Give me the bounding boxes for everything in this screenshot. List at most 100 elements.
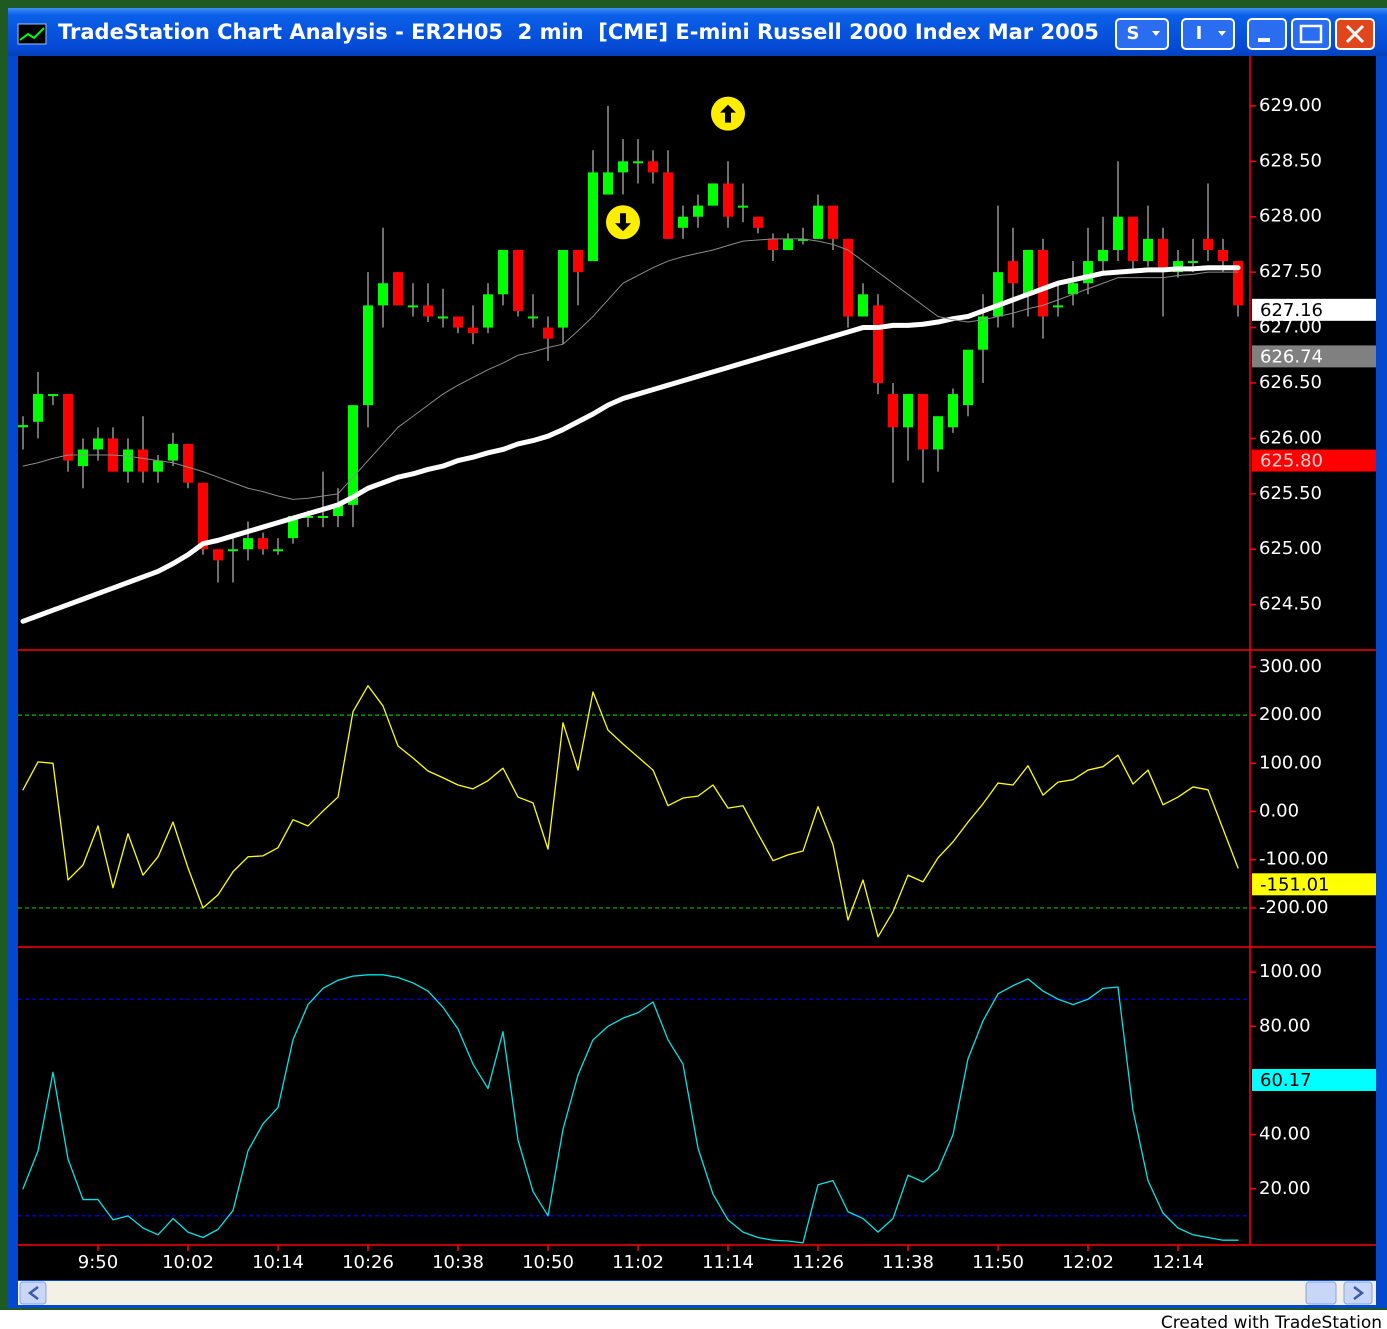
candle-body xyxy=(423,305,433,317)
y-tick-label: 40.00 xyxy=(1259,1124,1311,1145)
candle-body xyxy=(1143,238,1153,262)
candle-body xyxy=(963,349,973,406)
signal-arrow xyxy=(720,104,736,123)
candle-body xyxy=(1218,249,1228,262)
candle-body xyxy=(1203,238,1213,250)
candle-body xyxy=(843,238,853,317)
candle-body xyxy=(228,549,238,552)
indicator-line xyxy=(22,685,1239,938)
x-tick-label: 10:50 xyxy=(522,1252,574,1273)
candle-body xyxy=(783,238,793,250)
candle-body xyxy=(333,504,343,516)
candle-body xyxy=(903,394,913,428)
y-tick-label: 200.00 xyxy=(1259,704,1322,725)
y-tick-label: 300.00 xyxy=(1259,656,1322,677)
scroll-left[interactable] xyxy=(19,1281,47,1305)
y-tick-label: 627.50 xyxy=(1259,261,1322,282)
indicator-line xyxy=(22,974,1239,1244)
y-tick-label: 628.50 xyxy=(1259,150,1322,171)
candle-body xyxy=(933,416,943,450)
candle-body xyxy=(978,316,988,350)
scroll-left-arrow[interactable] xyxy=(27,1286,39,1300)
candle-body xyxy=(708,183,718,206)
candle-body xyxy=(543,327,553,339)
y-tick-label: 625.50 xyxy=(1259,483,1322,504)
y-tick-label: 626.50 xyxy=(1259,372,1322,393)
candle-body xyxy=(288,515,298,539)
minimize-bg[interactable] xyxy=(1247,18,1287,50)
y-tick-label: 100.00 xyxy=(1259,752,1322,773)
i-button[interactable]: I xyxy=(1181,18,1235,50)
x-tick-label: 12:14 xyxy=(1152,1252,1204,1273)
candle-body xyxy=(528,316,538,319)
candle-body xyxy=(213,549,223,561)
s-button[interactable]: S xyxy=(1115,18,1169,50)
candle-body xyxy=(753,216,763,228)
maximize-icon[interactable] xyxy=(1299,24,1323,44)
candle-body xyxy=(1113,216,1123,250)
candle-body xyxy=(1098,249,1108,262)
candle-body xyxy=(408,305,418,308)
y-tick-label: 100.00 xyxy=(1259,961,1322,982)
y-tick-label: -200.00 xyxy=(1259,897,1328,918)
candle-body xyxy=(393,272,403,306)
candle-body xyxy=(618,161,628,173)
minimize-icon[interactable] xyxy=(1258,38,1270,42)
y-tick-label: 80.00 xyxy=(1259,1015,1311,1036)
minimize-button[interactable] xyxy=(1247,18,1287,50)
candle-body xyxy=(693,205,703,217)
x-tick-label: 9:50 xyxy=(78,1252,118,1273)
candle-body xyxy=(573,249,583,273)
x-tick-label: 12:02 xyxy=(1062,1252,1114,1273)
candle-body xyxy=(993,272,1003,317)
x-tick-label: 10:14 xyxy=(252,1252,304,1273)
x-tick-label: 11:14 xyxy=(702,1252,754,1273)
value-marker xyxy=(1252,298,1376,321)
candle-body xyxy=(93,438,103,450)
candle-body xyxy=(513,249,523,311)
candle-body xyxy=(1188,261,1198,264)
candle-body xyxy=(78,449,88,467)
candle-body xyxy=(48,394,58,397)
scroll-right-arrow[interactable] xyxy=(1353,1286,1365,1300)
candle-body xyxy=(1008,261,1018,284)
close-icon[interactable] xyxy=(1345,24,1365,44)
y-tick-label: 625.00 xyxy=(1259,538,1322,559)
value-marker-label: 60.17 xyxy=(1260,1070,1312,1091)
candle-body xyxy=(558,249,568,328)
s-button-arrow[interactable] xyxy=(1152,31,1160,36)
scroll-right[interactable] xyxy=(1343,1281,1373,1305)
candle-body xyxy=(63,394,73,461)
s-button-bg[interactable] xyxy=(1115,18,1169,50)
candle-body xyxy=(153,460,163,472)
candle-body xyxy=(183,443,193,483)
value-marker xyxy=(1252,345,1376,368)
signal-down xyxy=(711,96,745,131)
scroll-thumb[interactable] xyxy=(1305,1281,1337,1305)
i-button-bg[interactable] xyxy=(1181,18,1235,50)
s-button-label[interactable]: S xyxy=(1127,23,1140,44)
x-tick-label: 11:02 xyxy=(612,1252,664,1273)
candle-body xyxy=(33,394,43,422)
value-marker-label: 626.74 xyxy=(1260,346,1323,367)
candle-body xyxy=(318,515,328,518)
candle-body xyxy=(1068,283,1078,295)
candle-body xyxy=(1038,249,1048,317)
candle-body xyxy=(603,172,613,195)
scrollbar[interactable] xyxy=(18,1281,1376,1305)
candle-body xyxy=(588,172,598,262)
i-button-label[interactable]: I xyxy=(1196,23,1203,44)
value-marker xyxy=(1252,1068,1376,1091)
candle-body xyxy=(273,549,283,552)
footer-text: Created with TradeStation xyxy=(1161,1313,1382,1329)
maximize-button[interactable] xyxy=(1291,18,1331,50)
footer-bar xyxy=(0,1310,1387,1329)
candle-body xyxy=(258,538,268,550)
value-marker-label: 625.80 xyxy=(1260,451,1323,472)
candle-body xyxy=(633,161,643,164)
i-button-arrow[interactable] xyxy=(1218,31,1226,36)
indicator-line xyxy=(22,238,1239,500)
close-button[interactable] xyxy=(1335,18,1375,50)
maximize-bg[interactable] xyxy=(1291,18,1331,50)
